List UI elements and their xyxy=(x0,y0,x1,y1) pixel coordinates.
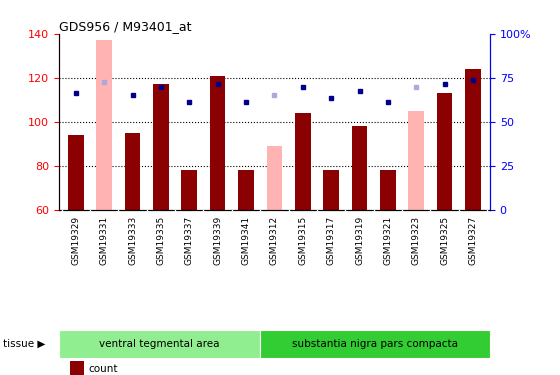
Bar xyxy=(125,133,141,210)
Bar xyxy=(153,84,169,210)
Text: GSM19323: GSM19323 xyxy=(412,216,421,265)
Text: GSM19337: GSM19337 xyxy=(185,216,194,265)
Bar xyxy=(68,135,83,210)
Text: GSM19329: GSM19329 xyxy=(71,216,80,265)
Bar xyxy=(352,126,367,210)
Text: GSM19341: GSM19341 xyxy=(241,216,250,265)
Text: GSM19339: GSM19339 xyxy=(213,216,222,265)
Text: GSM19319: GSM19319 xyxy=(355,216,364,265)
Text: GSM19327: GSM19327 xyxy=(469,216,478,265)
Bar xyxy=(295,113,311,210)
Bar xyxy=(96,40,112,210)
Text: GSM19333: GSM19333 xyxy=(128,216,137,265)
Text: GSM19335: GSM19335 xyxy=(156,216,165,265)
Bar xyxy=(465,69,481,210)
Bar xyxy=(210,76,226,210)
Bar xyxy=(408,111,424,210)
Text: GSM19325: GSM19325 xyxy=(440,216,449,265)
Bar xyxy=(59,330,260,358)
Bar xyxy=(260,330,490,358)
Bar xyxy=(181,170,197,210)
Text: substantia nigra pars compacta: substantia nigra pars compacta xyxy=(292,339,458,349)
Bar xyxy=(323,170,339,210)
Bar xyxy=(267,146,282,210)
Bar xyxy=(437,93,452,210)
Text: GSM19321: GSM19321 xyxy=(384,216,393,265)
Text: GSM19312: GSM19312 xyxy=(270,216,279,265)
Text: count: count xyxy=(88,364,118,374)
Text: GSM19317: GSM19317 xyxy=(326,216,335,265)
Text: ventral tegmental area: ventral tegmental area xyxy=(99,339,220,349)
Text: GSM19331: GSM19331 xyxy=(100,216,109,265)
Bar xyxy=(238,170,254,210)
Text: GSM19315: GSM19315 xyxy=(298,216,307,265)
Bar xyxy=(380,170,396,210)
Text: GDS956 / M93401_at: GDS956 / M93401_at xyxy=(59,20,192,33)
Text: tissue ▶: tissue ▶ xyxy=(3,339,45,349)
